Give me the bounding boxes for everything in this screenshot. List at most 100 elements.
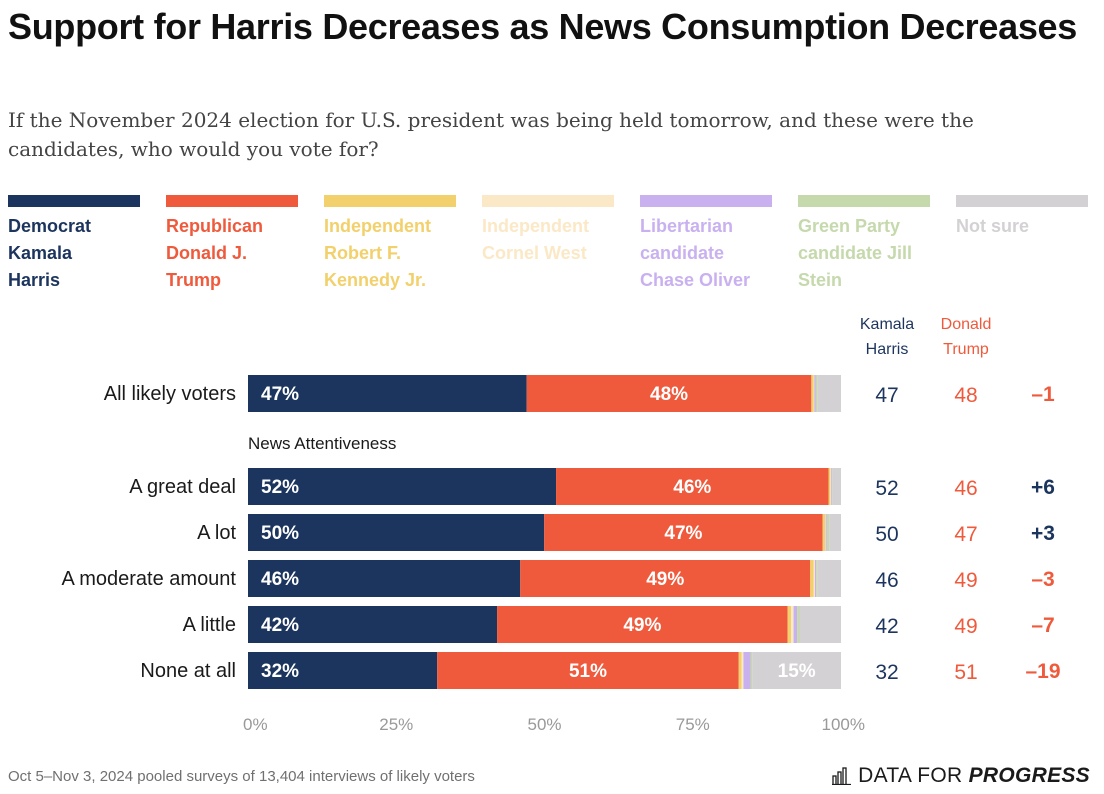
trump-column-header: Trump <box>943 341 989 358</box>
bar-value-label: 46% <box>261 569 299 590</box>
bar-value-label: 47% <box>664 523 702 544</box>
x-tick-label: 100% <box>822 715 865 734</box>
bar-segment <box>793 606 798 643</box>
bar-segment <box>817 560 841 597</box>
bar-segment <box>797 606 800 643</box>
bar-segment <box>810 560 814 597</box>
harris-value: 46 <box>875 569 898 592</box>
bar-value-label: 51% <box>569 661 607 682</box>
bar-segment <box>825 514 827 551</box>
bar-segment <box>497 606 788 643</box>
bar-segment <box>437 652 739 689</box>
bar-value-label: 15% <box>778 661 816 682</box>
bar-segment <box>750 652 753 689</box>
bar-segment <box>799 606 841 643</box>
margin-value: –19 <box>1025 660 1060 683</box>
harris-value: 52 <box>875 477 898 500</box>
legend-label: Republican Donald J. Trump <box>166 216 264 290</box>
trump-value: 46 <box>954 477 977 500</box>
bar-segment <box>813 560 815 597</box>
trump-value: 47 <box>954 523 977 546</box>
legend-swatch <box>324 195 456 207</box>
harris-column-header: Kamala <box>860 316 914 333</box>
legend-swatch <box>482 195 614 207</box>
bar-segment <box>248 375 527 412</box>
bar-chart-logo-icon <box>832 767 852 785</box>
chart-subtitle: If the November 2024 election for U.S. p… <box>8 108 974 161</box>
bar-segment <box>826 514 830 551</box>
bar-segment <box>830 468 831 505</box>
legend-item: Independent Cornel West <box>482 195 614 267</box>
category-label: None at all <box>140 660 236 682</box>
harris-value: 42 <box>875 615 898 638</box>
bar-value-label: 42% <box>261 615 299 636</box>
legend-label: Independent Robert F. Kennedy Jr. <box>324 216 431 290</box>
bar-segment <box>556 468 829 505</box>
x-tick-label: 25% <box>379 715 413 734</box>
source-note: Oct 5–Nov 3, 2024 pooled surveys of 13,4… <box>8 768 475 785</box>
margin-value: +6 <box>1031 476 1055 499</box>
logo-text-data-for: DATA FOR <box>858 764 963 787</box>
bar-segment <box>752 652 841 689</box>
harris-value: 32 <box>875 661 898 684</box>
bar-segment <box>248 514 545 551</box>
category-label: A lot <box>197 522 236 544</box>
legend-item: Green Party candidate Jill Stein <box>798 195 930 294</box>
category-label: All likely voters <box>104 383 236 405</box>
legend: Democrat Kamala Harris Republican Donald J. T… <box>8 195 1098 295</box>
trump-value: 49 <box>954 615 977 638</box>
bar-segment <box>814 560 817 597</box>
bar-segment <box>544 514 823 551</box>
bar-segment <box>811 375 814 412</box>
x-tick-label: 75% <box>676 715 710 734</box>
chart-title: Support for Harris Decreases as News Con… <box>8 6 1077 47</box>
bar-segment <box>828 468 831 505</box>
harris-value: 47 <box>875 384 898 407</box>
legend-swatch <box>798 195 930 207</box>
legend-item: Independent Robert F. Kennedy Jr. <box>324 195 456 294</box>
bar-segment <box>830 468 832 505</box>
bar-segment <box>248 468 557 505</box>
bar-segment <box>248 606 498 643</box>
margin-value: –3 <box>1031 568 1054 591</box>
data-for-progress-logo: DATA FOR PROGRESS <box>832 764 1090 788</box>
bar-segment <box>822 514 826 551</box>
bar-segment <box>813 375 815 412</box>
bar-segment <box>817 375 841 412</box>
trump-value: 51 <box>954 661 977 684</box>
bar-segment <box>787 606 792 643</box>
section-label: News Attentiveness <box>248 434 396 453</box>
bar-value-label: 52% <box>261 477 299 498</box>
bar-value-label: 49% <box>646 569 684 590</box>
legend-swatch <box>956 195 1088 207</box>
bar-segment <box>738 652 742 689</box>
margin-value: +3 <box>1031 522 1055 545</box>
legend-label: Not sure <box>956 216 1030 236</box>
bar-value-label: 50% <box>261 523 299 544</box>
legend-item: Republican Donald J. Trump <box>166 195 298 294</box>
bar-segment <box>520 560 811 597</box>
x-tick-label: 50% <box>527 715 561 734</box>
bar-value-label: 48% <box>650 384 688 405</box>
legend-item: Democrat Kamala Harris <box>8 195 140 294</box>
bar-segment <box>831 468 833 505</box>
trump-value: 48 <box>954 384 977 407</box>
legend-label: Independent Cornel West <box>482 216 589 263</box>
legend-label: Green Party candidate Jill Stein <box>798 216 913 290</box>
harris-value: 50 <box>875 523 898 546</box>
legend-label: Democrat Kamala Harris <box>8 216 92 290</box>
category-label: A moderate amount <box>61 568 236 590</box>
bar-segment <box>791 606 794 643</box>
trump-column-header: Donald <box>941 316 992 333</box>
margin-value: –1 <box>1031 383 1055 406</box>
legend-swatch <box>640 195 772 207</box>
bar-segment <box>526 375 812 412</box>
bar-value-label: 49% <box>623 615 661 636</box>
bar-value-label: 47% <box>261 384 299 405</box>
legend-swatch <box>166 195 298 207</box>
trump-value: 49 <box>954 569 977 592</box>
harris-column-header: Harris <box>866 341 909 358</box>
bar-segment <box>741 652 744 689</box>
category-label: A little <box>183 614 236 636</box>
